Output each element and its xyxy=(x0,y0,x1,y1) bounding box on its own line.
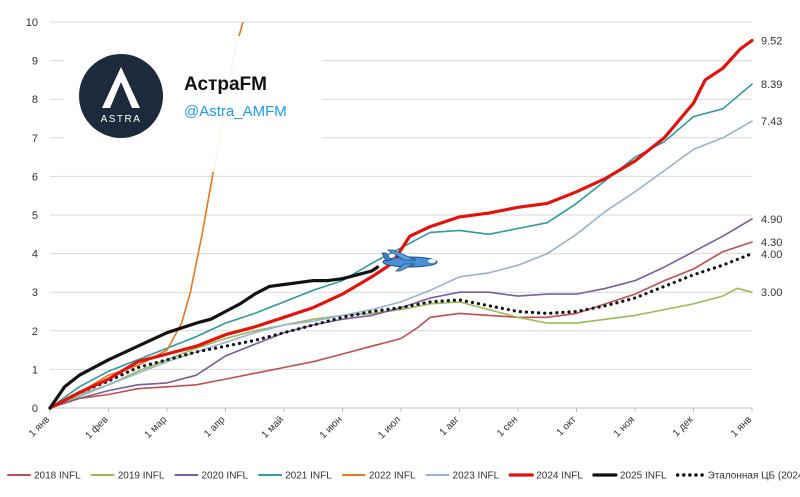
series-line-2025-infl xyxy=(48,265,380,410)
end-value-label: 9.52 xyxy=(761,36,782,48)
legend-label: 2023 INFL xyxy=(453,471,500,482)
end-labels: 9.52 8.39 7.43 4.90 4.304.00 3.00 xyxy=(761,36,782,300)
brand-name: АстраFM xyxy=(184,74,267,95)
x-tick-label: 1 фев xyxy=(83,414,111,442)
series-line-2024-infl xyxy=(48,38,754,410)
x-tick-label: 1 сен xyxy=(495,414,520,439)
series-line-2019-infl xyxy=(49,287,753,409)
x-tick-label: 1 ноя xyxy=(612,414,637,439)
logo-text: ASTRA xyxy=(101,114,142,125)
y-tick-label: 10 xyxy=(26,17,38,29)
x-tick-label: 1 янв xyxy=(729,414,754,439)
legend-label: 2024 INFL xyxy=(536,471,583,482)
legend-label: 2021 INFL xyxy=(285,471,332,482)
end-value-label: 7.43 xyxy=(761,116,782,128)
astra-logo: ASTRA xyxy=(79,54,163,138)
brand-card: ASTRA АстраFM @Astra_AMFM xyxy=(64,36,322,172)
x-axis-ticks: 1 янв 1 фев 1 мар 1 апр 1 май 1 июн 1 июл 1 авг… xyxy=(27,408,754,442)
airplane-icon xyxy=(381,249,438,272)
y-tick-label: 9 xyxy=(32,56,38,68)
series-lines xyxy=(48,22,754,410)
x-tick-label: 1 май xyxy=(260,414,286,440)
x-tick-label: 1 янв xyxy=(27,414,52,439)
y-tick-label: 5 xyxy=(32,210,38,222)
legend-label: Эталонная ЦБ (2024) xyxy=(708,471,800,482)
y-tick-label: 4 xyxy=(32,249,38,261)
end-value-label: 4.30 xyxy=(761,237,782,249)
end-value-label: 4.90 xyxy=(761,214,782,226)
legend-label: 2019 INFL xyxy=(118,471,165,482)
x-tick-label: 1 авг xyxy=(438,414,462,438)
legend-label: 2020 INFL xyxy=(201,471,248,482)
y-tick-label: 7 xyxy=(32,133,38,145)
end-value-label: 8.39 xyxy=(761,79,782,91)
legend-label: 2018 INFL xyxy=(34,471,81,482)
y-tick-label: 0 xyxy=(32,403,38,415)
x-tick-label: 1 июл xyxy=(376,414,403,441)
x-tick-label: 1 июн xyxy=(318,414,345,441)
x-tick-label: 1 окт xyxy=(555,414,579,438)
legend-label: 2022 INFL xyxy=(369,471,416,482)
x-tick-label: 1 дек xyxy=(671,414,696,439)
y-tick-label: 2 xyxy=(32,326,38,338)
end-value-label: 3.00 xyxy=(761,287,782,299)
series-line-2018-infl xyxy=(49,241,753,409)
y-tick-label: 6 xyxy=(32,171,38,183)
y-tick-label: 1 xyxy=(32,364,38,376)
series-line-cb-reference xyxy=(48,252,754,410)
end-value-label: 4.00 xyxy=(761,249,782,261)
x-tick-label: 1 мар xyxy=(143,414,170,441)
brand-handle: @Astra_AMFM xyxy=(184,103,287,120)
x-tick-label: 1 апр xyxy=(202,414,228,440)
y-tick-label: 3 xyxy=(32,287,38,299)
y-tick-label: 8 xyxy=(32,94,38,106)
legend: 2018 INFL 2019 INFL 2020 INFL 2021 INFL 2022… xyxy=(7,471,800,482)
y-axis-ticks: 0 1 2 3 4 5 6 7 8 9 10 xyxy=(26,17,38,415)
series-line-2023-infl xyxy=(49,120,753,409)
legend-label: 2025 INFL xyxy=(620,471,667,482)
